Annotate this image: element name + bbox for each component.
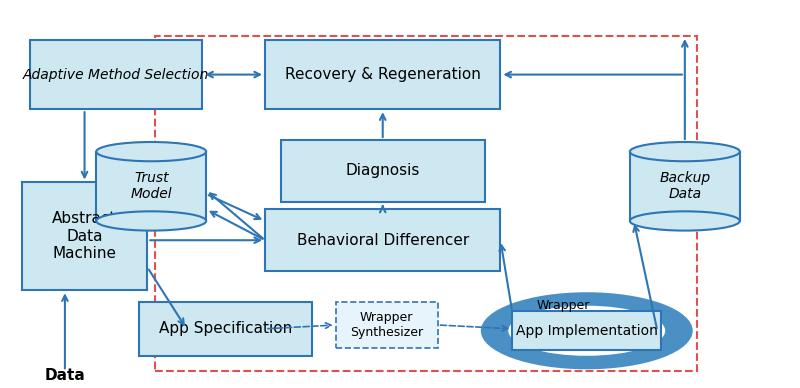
FancyBboxPatch shape <box>96 152 206 221</box>
FancyBboxPatch shape <box>512 312 662 350</box>
Ellipse shape <box>630 142 740 161</box>
Ellipse shape <box>508 306 666 356</box>
Bar <box>155 36 697 371</box>
Text: Diagnosis: Diagnosis <box>346 163 420 178</box>
Text: Abstract
Data
Machine: Abstract Data Machine <box>52 211 117 261</box>
Text: Adaptive Method Selection: Adaptive Method Selection <box>22 68 209 81</box>
Text: App Specification: App Specification <box>159 321 293 336</box>
Text: Wrapper
Synthesizer: Wrapper Synthesizer <box>350 311 423 339</box>
Ellipse shape <box>96 211 206 230</box>
Text: Recovery & Regeneration: Recovery & Regeneration <box>285 67 481 82</box>
Ellipse shape <box>481 292 693 369</box>
FancyBboxPatch shape <box>336 302 438 348</box>
FancyBboxPatch shape <box>30 40 202 109</box>
Text: Trust
Model: Trust Model <box>130 171 172 201</box>
FancyBboxPatch shape <box>22 182 147 290</box>
FancyBboxPatch shape <box>265 40 501 109</box>
Text: Wrapper: Wrapper <box>537 299 590 312</box>
FancyBboxPatch shape <box>281 140 485 202</box>
FancyBboxPatch shape <box>630 152 740 221</box>
Text: App Implementation: App Implementation <box>516 324 658 338</box>
Text: Backup
Data: Backup Data <box>659 171 710 201</box>
FancyBboxPatch shape <box>265 210 501 271</box>
Text: Data: Data <box>45 367 86 383</box>
Ellipse shape <box>96 142 206 161</box>
Text: Behavioral Differencer: Behavioral Differencer <box>297 233 469 248</box>
FancyBboxPatch shape <box>139 302 312 356</box>
Ellipse shape <box>630 211 740 230</box>
